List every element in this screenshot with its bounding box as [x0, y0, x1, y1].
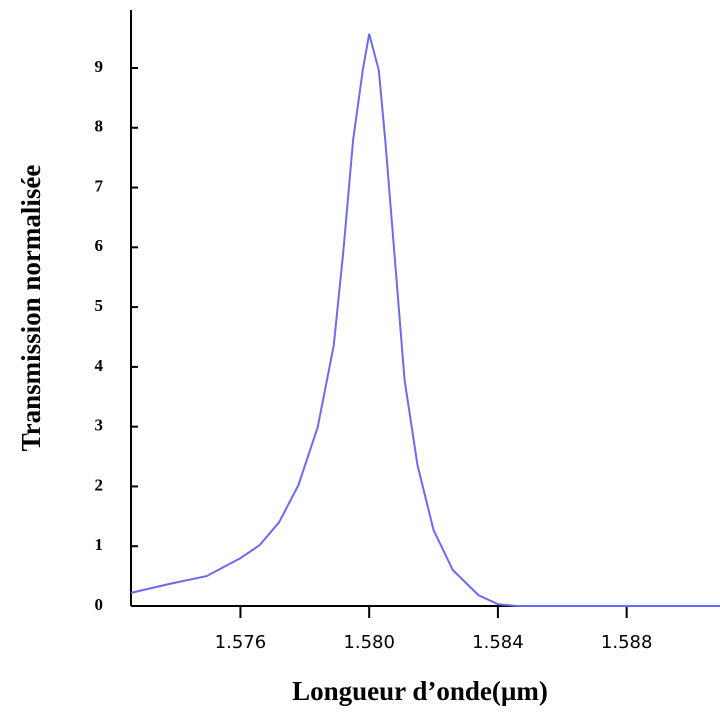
x-axis-label: Longueur d’onde(µm) — [292, 676, 548, 706]
y-tick-label: 8 — [95, 117, 104, 136]
y-tick-label: 5 — [95, 296, 104, 315]
y-tick-label: 0 — [95, 595, 104, 614]
y-tick-label: 2 — [95, 475, 104, 494]
x-tick-label: 1.576 — [215, 632, 267, 653]
x-tick-label: 1.580 — [343, 632, 395, 653]
y-tick-label: 3 — [95, 416, 104, 435]
y-tick-label: 9 — [95, 57, 104, 76]
line — [130, 33, 720, 607]
y-tick-label: 6 — [95, 236, 104, 255]
y-axis-label: Transmission normalisée — [16, 165, 46, 452]
y-tick-label: 4 — [95, 356, 104, 375]
x-tick-label: 1.588 — [601, 632, 653, 653]
x-tick-label: 1.584 — [472, 632, 524, 653]
y-tick-label: 1 — [95, 535, 104, 554]
y-tick-label: 7 — [95, 176, 104, 195]
